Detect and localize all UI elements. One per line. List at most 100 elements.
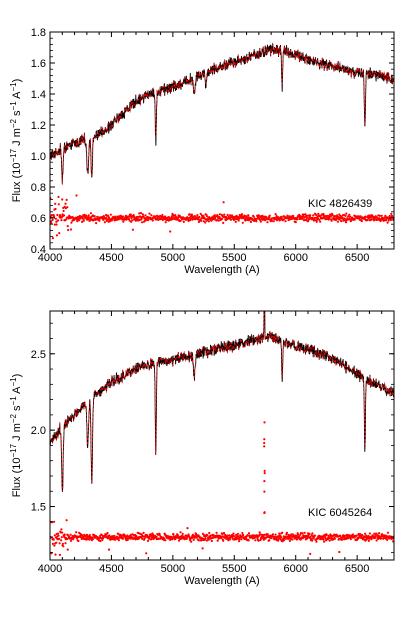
residual-point <box>55 223 58 226</box>
residual-point <box>75 531 78 534</box>
residual-point <box>370 218 373 221</box>
residual-point <box>164 539 167 542</box>
residual-point <box>378 532 381 535</box>
residual-point <box>345 212 348 215</box>
y-tick-label: 1.0 <box>31 151 46 163</box>
residual-point <box>172 533 175 536</box>
residual-point <box>364 532 367 535</box>
residual-point <box>336 220 339 223</box>
residual-point <box>69 539 73 542</box>
residual-point <box>152 533 155 537</box>
residual-point <box>129 213 132 216</box>
residual-point <box>292 214 295 218</box>
residual-point <box>263 480 266 483</box>
y-label-text: A <box>11 386 23 396</box>
residual-point <box>141 213 144 216</box>
residual-point <box>315 213 318 216</box>
residual-point <box>270 219 273 222</box>
residual-point <box>234 220 237 223</box>
residual-point <box>77 539 80 543</box>
residual-point <box>223 213 226 216</box>
residual-point <box>169 230 172 233</box>
residual-point <box>107 548 111 551</box>
residual-point <box>278 532 281 535</box>
residual-point <box>116 535 119 538</box>
residual-point <box>60 219 63 222</box>
residual-point <box>361 534 364 537</box>
residual-point <box>289 536 292 539</box>
residual-point <box>296 533 300 536</box>
residual-point <box>197 220 200 224</box>
residual-point <box>181 532 184 536</box>
y-tick-label: 1.5 <box>31 502 46 514</box>
residual-point <box>103 221 106 224</box>
x-tick-label: 4500 <box>99 252 123 264</box>
residual-point <box>258 531 261 534</box>
residual-point <box>263 445 266 448</box>
residual-point <box>380 214 383 217</box>
residual-point <box>215 531 218 534</box>
residual-point <box>308 532 311 536</box>
residual-point <box>61 198 64 201</box>
residual-point <box>263 472 266 475</box>
residual-point <box>145 552 148 555</box>
residual-point <box>240 213 244 216</box>
residual-point <box>110 219 113 222</box>
residual-point <box>142 531 145 535</box>
residual-point <box>249 220 252 224</box>
residual-point <box>196 214 199 217</box>
residual-point <box>131 219 134 222</box>
residual-point <box>226 534 229 537</box>
residual-point <box>177 216 180 219</box>
residual-point <box>284 220 287 223</box>
residual-point <box>280 536 283 539</box>
residual-point <box>390 212 393 215</box>
residual-point <box>301 217 304 220</box>
residual-point <box>266 533 269 536</box>
residual-point <box>138 212 141 215</box>
residual-point <box>214 215 217 218</box>
residual-point <box>225 215 228 219</box>
residual-point <box>179 531 182 534</box>
residual-point <box>63 533 66 536</box>
residual-point <box>102 218 105 221</box>
x-axis-label: Wavelength (A) <box>184 575 259 587</box>
residual-point <box>309 214 312 217</box>
residual-point <box>144 536 147 539</box>
residual-point <box>64 542 67 545</box>
residual-point <box>284 535 287 539</box>
residual-point <box>284 537 287 540</box>
residual-point <box>232 534 235 538</box>
residual-point <box>135 534 138 538</box>
residual-point <box>337 537 341 541</box>
residual-point <box>78 219 81 222</box>
residual-point <box>192 538 195 542</box>
residual-point <box>89 212 92 215</box>
residual-point <box>187 533 190 536</box>
residual-point <box>364 215 367 218</box>
residual-point <box>58 537 61 540</box>
residual-point <box>329 215 332 218</box>
star-id-annotation: KIC 6045264 <box>308 507 372 519</box>
residual-point <box>305 214 308 217</box>
residual-point <box>62 214 66 217</box>
residual-point <box>55 541 58 544</box>
residual-point <box>75 194 78 197</box>
residual-point <box>204 537 207 540</box>
residual-point <box>229 218 233 221</box>
residual-point <box>164 221 167 224</box>
residual-point <box>319 220 322 223</box>
residual-point <box>221 217 224 220</box>
residual-point <box>201 547 204 550</box>
residual-point <box>311 532 314 535</box>
residual-point <box>216 539 219 542</box>
residual-point <box>58 542 61 545</box>
residual-point <box>51 542 55 546</box>
residual-point <box>259 220 262 223</box>
residual-point <box>57 203 60 206</box>
residual-point <box>98 219 101 222</box>
residual-point <box>57 195 60 198</box>
y-tick-label: 1.4 <box>31 89 46 101</box>
residual-point <box>66 225 69 228</box>
residual-point <box>60 536 63 539</box>
